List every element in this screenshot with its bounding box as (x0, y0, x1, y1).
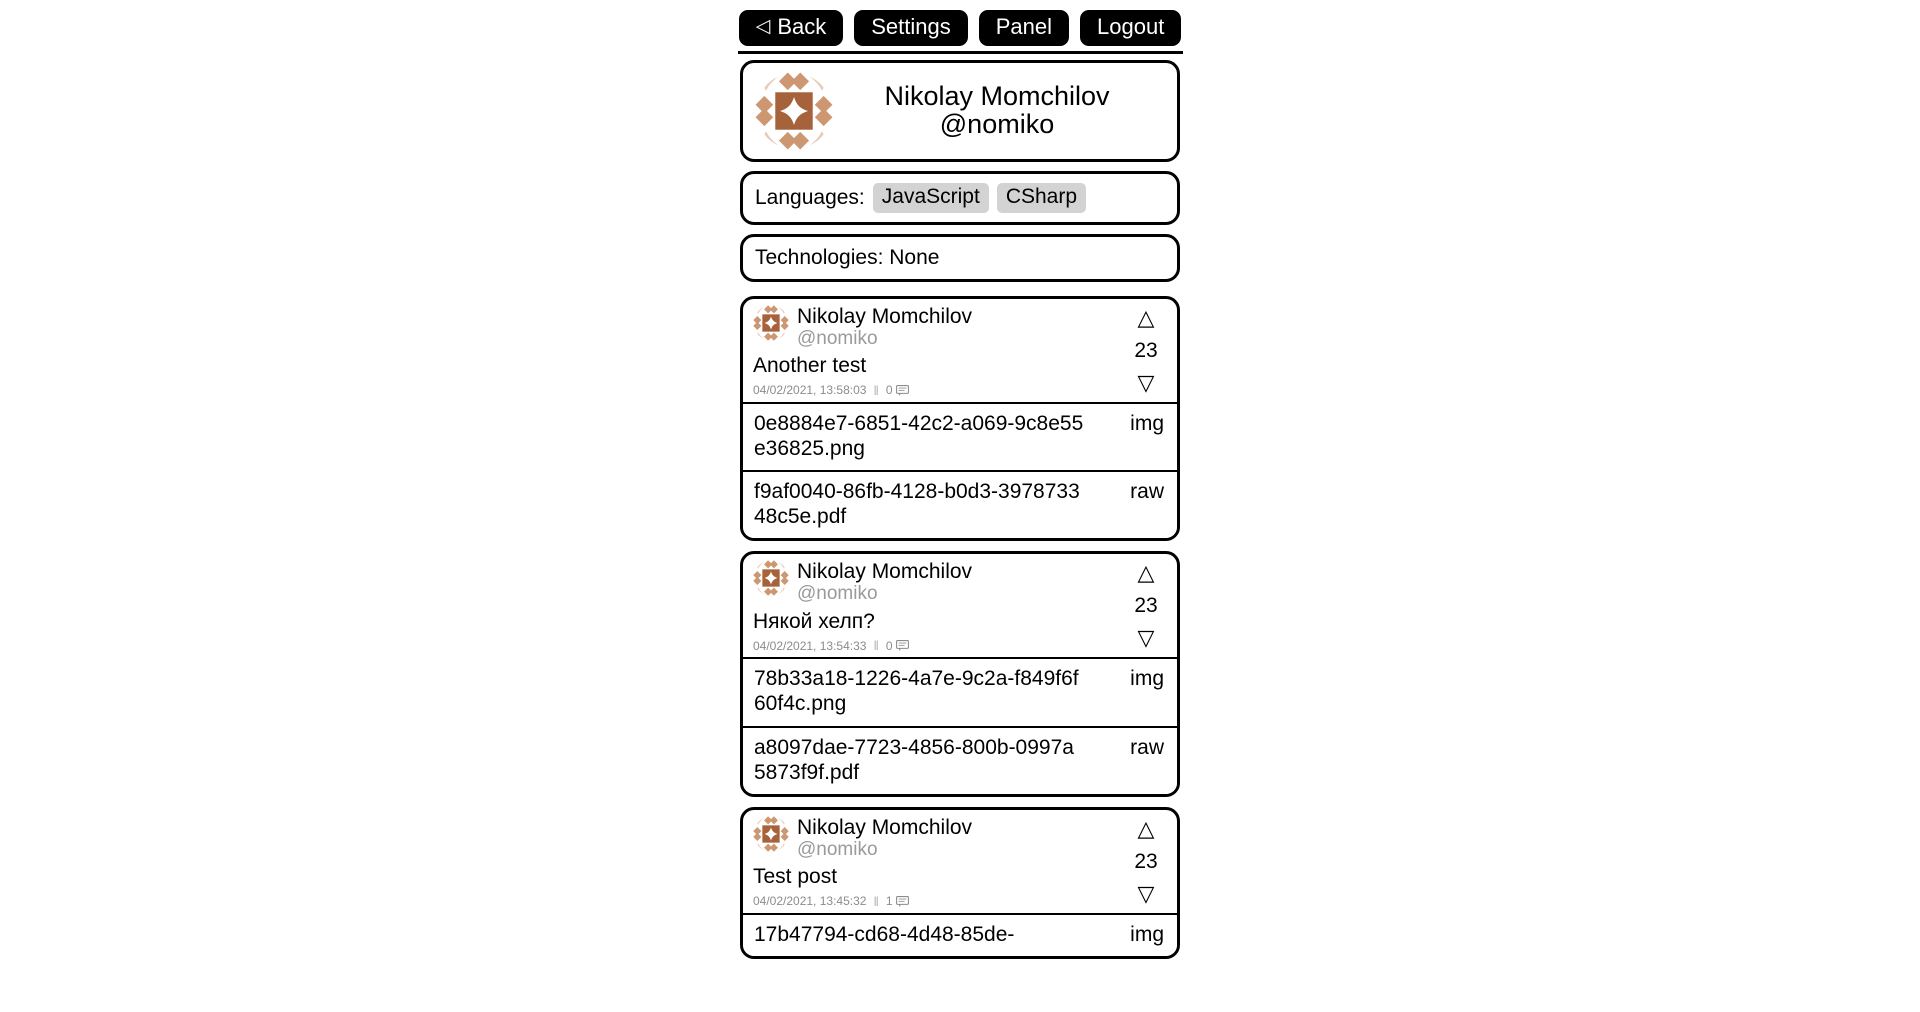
identicon-avatar[interactable] (753, 815, 789, 852)
attachment-filename: 78b33a18-1226-4a7e-9c2a-f849f6f60f4c.png (754, 667, 1079, 716)
downvote-icon[interactable]: ▽ (1137, 369, 1155, 395)
post-header: Nikolay Momchilov @nomiko Another test 04/0… (743, 299, 1177, 404)
attachment-kind-label: raw (1130, 735, 1164, 759)
content-column: Nikolay Momchilov @nomiko Languages: Jav… (740, 54, 1180, 959)
post-timestamp: 04/02/2021, 13:45:32 (753, 894, 867, 909)
nav-button-label: Back (777, 14, 827, 39)
profile-handle: @nomiko (939, 109, 1055, 139)
post-body: Nikolay Momchilov @nomiko Някой хелп? 04/02… (751, 560, 1123, 653)
vote-control: △ 23 ▽ (1123, 560, 1169, 653)
comment-count: 0 (885, 383, 893, 398)
nav-button-label: Settings (871, 14, 951, 39)
profile-card: Nikolay Momchilov @nomiko (740, 60, 1180, 162)
identicon-avatar[interactable] (753, 305, 789, 341)
upvote-icon[interactable]: △ (1137, 815, 1155, 841)
nav-divider (737, 51, 1183, 54)
post-timestamp: 04/02/2021, 13:58:03 (753, 383, 867, 398)
technologies-text: Technologies: None (755, 246, 940, 269)
post-card[interactable]: Nikolay Momchilov @nomiko Another test 04/0… (740, 296, 1180, 542)
post-text: Някой хелп? (753, 609, 875, 633)
attachment-row[interactable]: 0e8884e7-6851-42c2-a069-9c8e55e36825.png… (743, 403, 1177, 473)
profile-name-block: Nikolay Momchilov @nomiko (833, 83, 1165, 138)
post-card[interactable]: Nikolay Momchilov @nomiko Някой хелп? 04/02… (740, 551, 1180, 797)
identicon-avatar[interactable] (753, 560, 789, 597)
upvote-icon[interactable]: △ (1137, 560, 1155, 586)
post-list: Nikolay Momchilov @nomiko Another test 04/0… (740, 296, 1180, 959)
attachment-kind-label: img (1130, 411, 1164, 435)
post-card[interactable]: Nikolay Momchilov @nomiko Test post 04/02/2… (740, 806, 1180, 959)
post-meta: 04/02/2021, 13:54:33 ‖ 0 (753, 638, 1123, 653)
language-chip[interactable]: JavaScript (872, 183, 989, 213)
post-body: Nikolay Momchilov @nomiko Test post 04/02/2… (751, 815, 1123, 909)
attachment-filename: a8097dae-7723-4856-800b-0997a5873f9f.pdf (754, 735, 1074, 784)
post-meta: 04/02/2021, 13:58:03 ‖ 0 (753, 383, 1123, 398)
post-author-names: Nikolay Momchilov @nomiko (797, 560, 972, 604)
post-header: Nikolay Momchilov @nomiko Test post 04/02/2… (743, 810, 1177, 915)
attachment-filename: 17b47794-cd68-4d48-85de- (754, 922, 1015, 946)
post-author-line: Nikolay Momchilov @nomiko (753, 305, 1123, 349)
post-author-handle[interactable]: @nomiko (797, 583, 878, 605)
back-triangle-icon: ◁ (755, 15, 771, 37)
vote-control: △ 23 ▽ (1123, 816, 1169, 909)
post-author-names: Nikolay Momchilov @nomiko (797, 816, 972, 860)
nav-button-label: Panel (995, 14, 1053, 39)
identicon-avatar (755, 72, 833, 150)
post-author-handle[interactable]: @nomiko (797, 327, 878, 349)
technologies-card: Technologies: None (740, 234, 1180, 282)
nav-button-label: Logout (1097, 14, 1165, 39)
languages-label: Languages: (755, 186, 865, 209)
post-author-name[interactable]: Nikolay Momchilov (797, 815, 973, 839)
attachment-row[interactable]: 17b47794-cd68-4d48-85de-img (743, 914, 1177, 956)
post-body: Nikolay Momchilov @nomiko Another test 04/0… (751, 305, 1123, 398)
attachment-kind-label: img (1130, 922, 1164, 946)
post-timestamp: 04/02/2021, 13:54:33 (753, 638, 867, 653)
post-text: Another test (753, 354, 867, 378)
comment-bubble-icon (895, 640, 909, 651)
comment-count-group[interactable]: 1 (886, 894, 909, 908)
post-author-name[interactable]: Nikolay Momchilov (797, 305, 973, 328)
vote-score: 23 (1134, 849, 1158, 873)
post-author-names: Nikolay Momchilov @nomiko (797, 305, 972, 349)
comment-bubble-icon (895, 384, 909, 396)
post-author-line: Nikolay Momchilov @nomiko (753, 815, 1123, 860)
nav-button-logout[interactable]: Logout (1080, 10, 1182, 46)
vote-score: 23 (1134, 338, 1158, 362)
meta-separator: ‖ (873, 638, 879, 654)
comment-count-group[interactable]: 0 (886, 383, 909, 397)
attachment-filename: f9af0040-86fb-4128-b0d3-397873348c5e.pdf (754, 480, 1080, 529)
nav-button-settings[interactable]: Settings (854, 10, 968, 46)
comment-bubble-icon (895, 895, 909, 907)
language-chip[interactable]: CSharp (996, 183, 1087, 213)
nav-button-panel[interactable]: Panel (978, 10, 1070, 46)
downvote-icon[interactable]: ▽ (1137, 880, 1155, 906)
meta-separator: ‖ (873, 893, 879, 909)
comment-count: 1 (885, 894, 893, 909)
post-text: Test post (753, 865, 838, 889)
post-meta: 04/02/2021, 13:45:32 ‖ 1 (753, 894, 1123, 909)
languages-chip-list: JavaScript CSharp (872, 183, 1087, 213)
attachment-kind-label: img (1130, 667, 1164, 691)
vote-control: △ 23 ▽ (1123, 305, 1169, 398)
attachment-kind-label: raw (1130, 480, 1164, 504)
languages-card: Languages: JavaScript CSharp (740, 171, 1180, 225)
attachment-row[interactable]: f9af0040-86fb-4128-b0d3-397873348c5e.pdf… (743, 472, 1177, 539)
post-header: Nikolay Momchilov @nomiko Някой хелп? 04/02… (743, 554, 1177, 660)
post-author-line: Nikolay Momchilov @nomiko (753, 560, 1123, 604)
top-navbar: ◁ Back Settings Panel Logout (0, 0, 1920, 46)
upvote-icon[interactable]: △ (1137, 305, 1155, 330)
attachment-row[interactable]: 78b33a18-1226-4a7e-9c2a-f849f6f60f4c.png… (743, 659, 1177, 728)
attachment-row[interactable]: a8097dae-7723-4856-800b-0997a5873f9f.pdf… (743, 727, 1177, 794)
downvote-icon[interactable]: ▽ (1137, 625, 1155, 651)
vote-score: 23 (1134, 594, 1158, 618)
comment-count: 0 (885, 638, 893, 653)
profile-display-name: Nikolay Momchilov (884, 81, 1110, 112)
attachment-filename: 0e8884e7-6851-42c2-a069-9c8e55e36825.png (754, 411, 1084, 460)
post-author-handle[interactable]: @nomiko (797, 838, 878, 860)
post-author-name[interactable]: Nikolay Momchilov (797, 560, 973, 584)
meta-separator: ‖ (873, 382, 879, 398)
comment-count-group[interactable]: 0 (886, 639, 909, 653)
nav-button-back[interactable]: ◁ Back (738, 10, 844, 46)
